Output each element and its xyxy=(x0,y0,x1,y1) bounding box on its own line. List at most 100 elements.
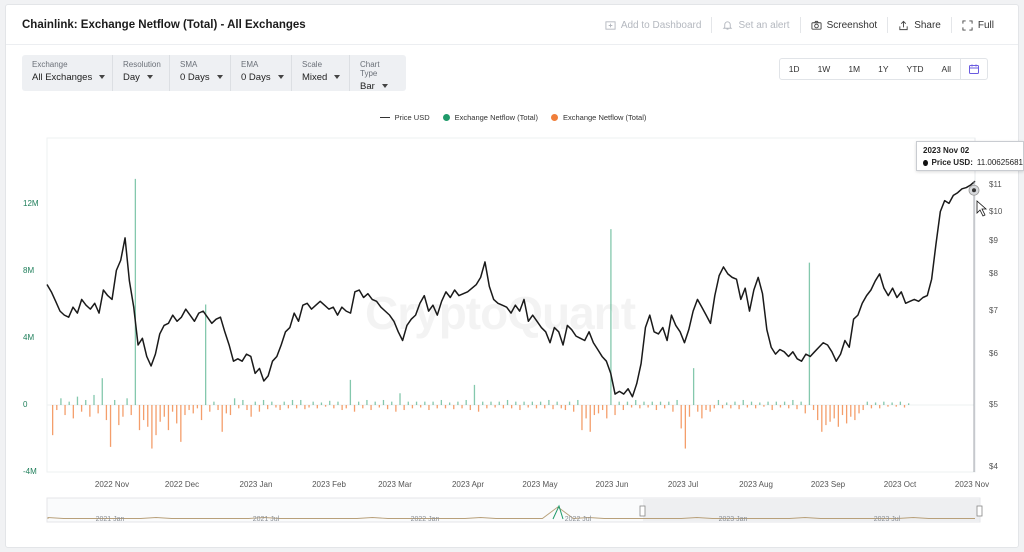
netflow-bar xyxy=(804,405,806,414)
netflow-bar xyxy=(225,405,227,414)
netflow-bar xyxy=(192,405,194,414)
netflow-bar xyxy=(184,405,186,416)
netflow-bar xyxy=(903,405,906,408)
range-selector: 1D 1W 1M 1Y YTD All xyxy=(778,58,988,80)
screenshot-button[interactable]: Screenshot xyxy=(799,17,888,33)
netflow-bar xyxy=(213,401,215,405)
netflow-bar xyxy=(262,399,265,406)
netflow-bar xyxy=(209,405,211,412)
netflow-bar xyxy=(72,405,74,419)
netflow-bar xyxy=(159,405,161,422)
netflow-bar xyxy=(502,405,505,409)
netflow-bar xyxy=(825,405,827,426)
x-tick-label: 2023 Jun xyxy=(595,480,629,489)
range-1d-button[interactable]: 1D xyxy=(788,64,800,74)
netflow-bar xyxy=(283,401,285,405)
netflow-bar xyxy=(221,405,223,432)
netflow-bar xyxy=(101,378,103,405)
netflow-bar xyxy=(444,405,447,409)
netflow-bar xyxy=(837,405,839,427)
netflow-bar xyxy=(176,405,178,424)
netflow-bar xyxy=(490,401,492,405)
netflow-bar xyxy=(486,405,488,409)
sma-select[interactable]: SMA 0 Days xyxy=(170,55,231,91)
hover-marker-dot xyxy=(972,188,976,193)
netflow-bar xyxy=(639,405,641,409)
watermark: CryptoQuant xyxy=(365,286,636,340)
legend-label-netflow-positive: Exchange Netflow (Total) xyxy=(454,113,538,122)
netflow-bar xyxy=(200,405,203,421)
netflow-bar xyxy=(395,405,397,412)
x-tick-label: 2023 Oct xyxy=(883,480,917,489)
netflow-bar xyxy=(316,405,318,409)
netflow-bar xyxy=(353,405,356,412)
netflow-bar xyxy=(366,399,368,406)
netflow-bar xyxy=(581,405,583,431)
netflow-bar xyxy=(630,405,633,408)
netflow-bar xyxy=(151,405,153,449)
legend-item-netflow-negative[interactable]: Exchange Netflow (Total) xyxy=(551,113,646,122)
resolution-select[interactable]: Resolution Day xyxy=(113,55,170,91)
netflow-bar xyxy=(171,405,174,412)
fullscreen-button[interactable]: Full xyxy=(950,17,1004,33)
netflow-bar xyxy=(432,401,434,405)
netflow-bar xyxy=(742,399,744,406)
netflow-bar xyxy=(568,401,571,405)
netflow-bar xyxy=(411,405,414,409)
netflow-bar xyxy=(80,405,83,412)
calendar-icon xyxy=(969,64,979,74)
share-button[interactable]: Share xyxy=(887,17,951,33)
scale-select[interactable]: Scale Mixed xyxy=(292,55,350,91)
netflow-bar xyxy=(887,405,889,407)
range-1m-button[interactable]: 1M xyxy=(848,64,861,74)
y-right-tick-label: $7 xyxy=(989,306,998,316)
netflow-bar xyxy=(109,405,112,447)
netflow-bar xyxy=(93,394,95,405)
netflow-bar xyxy=(730,405,732,409)
netflow-bar xyxy=(147,405,149,427)
calendar-button[interactable] xyxy=(960,59,987,79)
exchange-select[interactable]: Exchange All Exchanges xyxy=(22,55,113,91)
range-1y-button[interactable]: 1Y xyxy=(878,64,889,74)
chevron-down-icon xyxy=(99,75,106,79)
netflow-bar xyxy=(767,401,769,405)
legend-item-netflow-positive[interactable]: Exchange Netflow (Total) xyxy=(442,113,538,122)
y-right-tick-label: $6 xyxy=(989,349,998,359)
netflow-bar xyxy=(564,405,567,411)
screenshot-label: Screenshot xyxy=(826,19,878,31)
navigator-label: 2023 Jan xyxy=(718,516,748,523)
y-left-tick-label: 4M xyxy=(23,333,35,342)
netflow-bar xyxy=(899,401,902,405)
netflow-bar xyxy=(242,399,244,406)
netflow-bar xyxy=(821,405,823,432)
range-ytd-button[interactable]: YTD xyxy=(906,64,924,74)
netflow-bar xyxy=(523,401,525,405)
plot-frame xyxy=(46,137,976,473)
netflow-bar xyxy=(697,405,699,412)
netflow-bar xyxy=(721,405,724,409)
tooltip-value: 11.00625681 xyxy=(976,158,1023,167)
y-right-tick-label: $4 xyxy=(989,462,998,472)
y-right-tick-label: $9 xyxy=(989,236,998,245)
legend-label-netflow-negative: Exchange Netflow (Total) xyxy=(563,113,647,122)
exchange-select-value: All Exchanges xyxy=(32,72,93,83)
netflow-bar xyxy=(469,405,471,411)
legend-item-price[interactable]: Price USD xyxy=(379,113,430,122)
range-1w-button[interactable]: 1W xyxy=(817,64,831,74)
netflow-bar xyxy=(254,401,256,405)
ema-select[interactable]: EMA 0 Days xyxy=(231,55,292,91)
netflow-bar xyxy=(382,399,385,406)
netflow-bar xyxy=(188,405,190,411)
chart-type-select[interactable]: Chart Type Bar xyxy=(350,55,406,92)
netflow-bar xyxy=(626,401,629,405)
netflow-bar xyxy=(403,405,405,411)
netflow-bar xyxy=(378,405,380,408)
price-line xyxy=(46,180,976,398)
range-all-button[interactable]: All xyxy=(941,64,951,74)
add-to-dashboard-button[interactable]: Add to Dashboard xyxy=(595,17,712,33)
netflow-bar xyxy=(267,405,269,410)
set-alert-button[interactable]: Set an alert xyxy=(711,17,799,33)
netflow-bar xyxy=(448,402,451,405)
netflow-bar xyxy=(643,401,645,405)
